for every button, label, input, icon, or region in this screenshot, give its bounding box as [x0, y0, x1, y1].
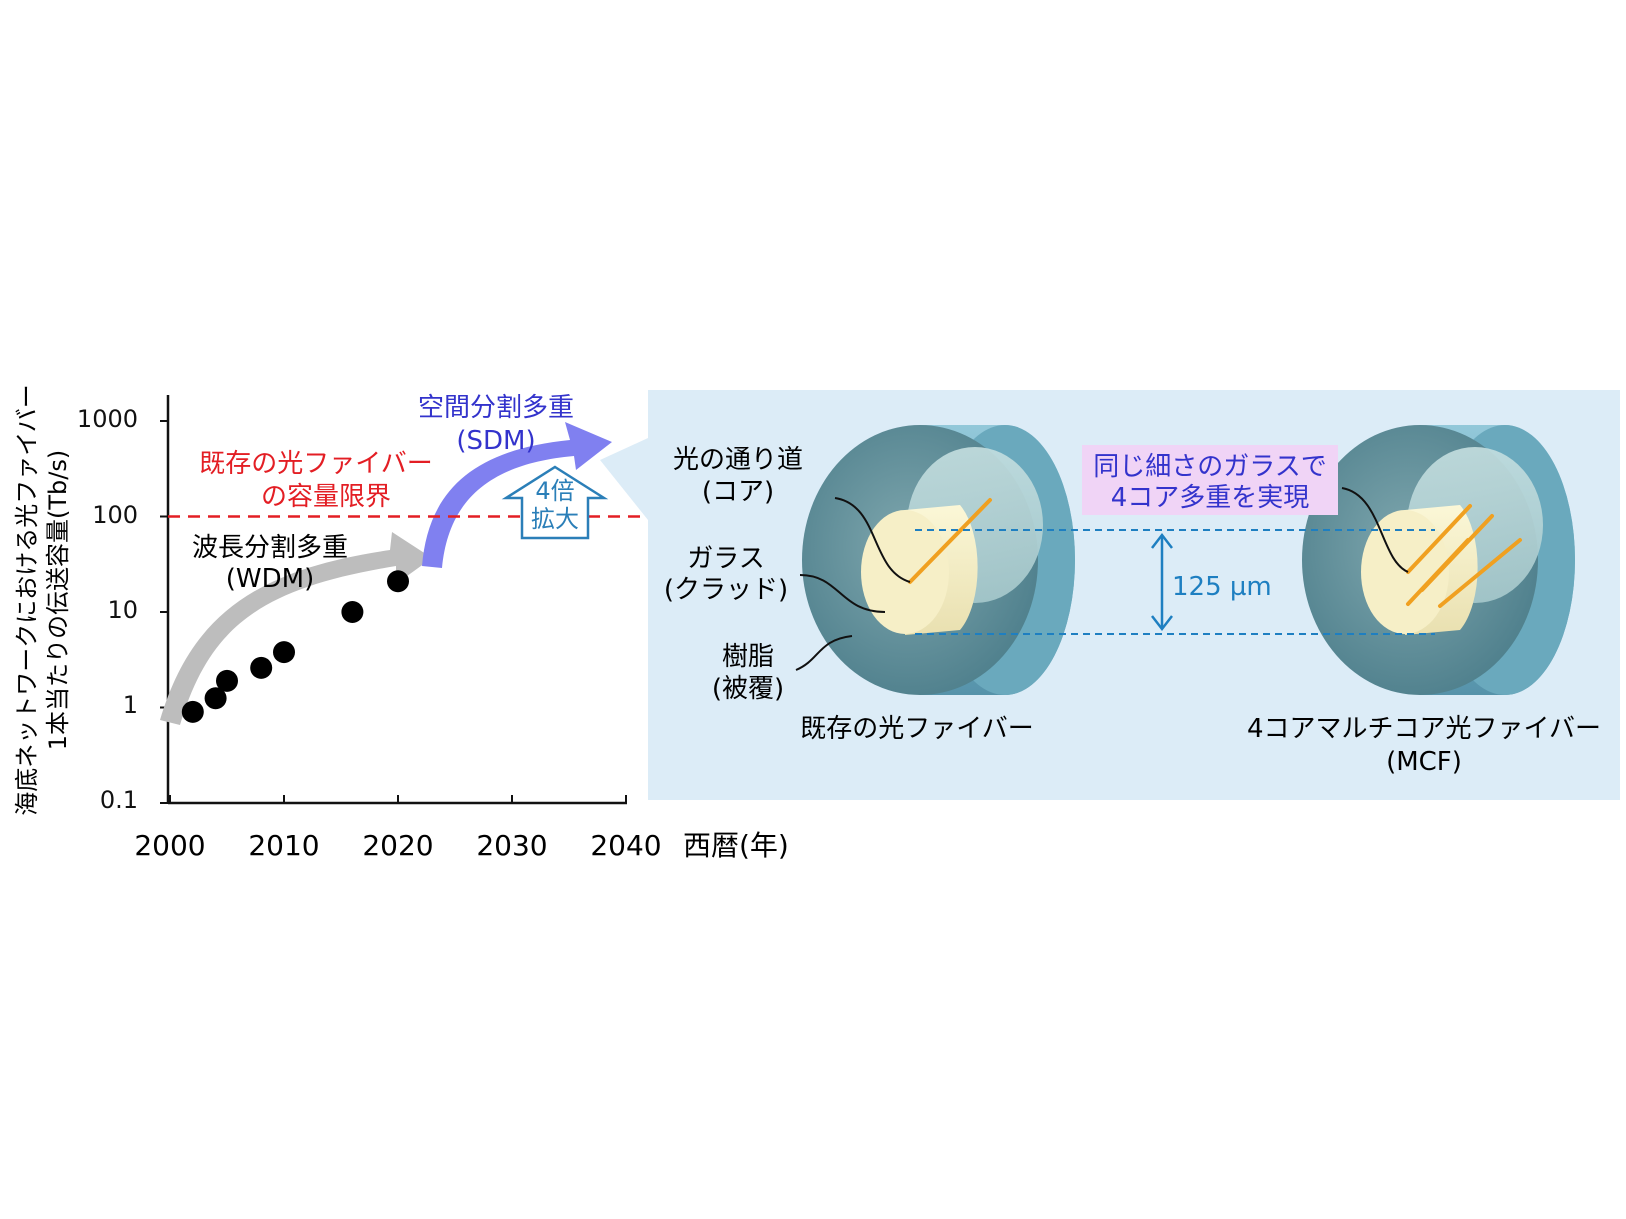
x-tick-marks: [169, 795, 627, 803]
mcf-caption-line2: (MCF): [1386, 747, 1462, 777]
wdm-trend-arrow: [160, 532, 432, 725]
data-point: [181, 700, 204, 723]
x-tick-label: 2030: [476, 829, 547, 862]
data-points: [181, 570, 409, 723]
y-tick-label: 1000: [77, 405, 138, 433]
highlight-line1: 同じ細さのガラスで: [1093, 452, 1326, 482]
boost-label-line2: 拡大: [531, 505, 579, 533]
y-tick-label: 1: [123, 691, 138, 719]
dimension-arrow: [1151, 532, 1173, 632]
data-point: [273, 641, 295, 664]
x-axis-title: 西暦(年): [683, 829, 789, 862]
existing-fiber-illustration: [802, 425, 1075, 695]
sdm-label-line2: (SDM): [456, 426, 535, 456]
data-point: [341, 601, 364, 623]
x-tick-label: 2040: [590, 829, 661, 862]
highlight-line2: 4コア多重を実現: [1111, 483, 1310, 513]
resin-label-line1: 樹脂: [722, 642, 774, 672]
boost-label-line1: 4倍: [535, 477, 574, 505]
y-axis-title-line1: 海底ネットワークにおける光ファイバー: [13, 384, 41, 816]
boost-arrow: [501, 465, 609, 540]
x-tick-label: 2020: [362, 829, 433, 862]
wdm-label-line2: (WDM): [226, 564, 314, 594]
data-point: [387, 570, 409, 593]
wdm-label-line1: 波長分割多重: [192, 533, 348, 563]
sdm-trend-arrow: [422, 422, 612, 568]
zoom-callout: [600, 438, 648, 520]
limit-label-line1: 既存の光ファイバー: [199, 449, 432, 479]
fiber-diagram: 125 µm 同じ細さのガラスで 4コア多重を実現 光の通り道 (コア) ガラス…: [600, 390, 1620, 800]
cladding-label-line2: (クラッド): [664, 575, 788, 605]
y-tick-marks: [160, 420, 168, 804]
y-tick-label: 10: [107, 596, 138, 624]
core-label-line2: (コア): [702, 477, 774, 507]
core-label-line1: 光の通り道: [673, 445, 803, 475]
y-axis-title-line2: 1本当たりの伝送容量(Tb/s): [44, 450, 72, 750]
existing-fiber-caption: 既存の光ファイバー: [800, 714, 1033, 744]
y-tick-label: 100: [92, 501, 138, 529]
mcf-leader-line: [1341, 487, 1409, 573]
cladding-label-line1: ガラス: [687, 544, 764, 574]
capacity-chart: 1000 100 10 1 0.1 2000 2010 2020 2030 20…: [13, 384, 789, 862]
limit-label-line2: の容量限界: [261, 482, 391, 512]
dimension-label: 125 µm: [1172, 572, 1272, 602]
core-leader-line: [834, 497, 911, 583]
cladding-leader-line: [799, 574, 886, 613]
x-tick-label: 2000: [134, 829, 205, 862]
data-point: [216, 669, 238, 692]
sdm-label-line1: 空間分割多重: [418, 393, 574, 423]
data-point: [204, 687, 227, 710]
data-point: [250, 656, 273, 679]
mcf-fiber-illustration: [1302, 425, 1575, 695]
highlight-box: [1082, 445, 1338, 515]
resin-label-line2: (被覆): [712, 674, 784, 704]
resin-leader-line: [795, 635, 853, 671]
x-tick-label: 2010: [248, 829, 319, 862]
mcf-caption-line1: 4コアマルチコア光ファイバー: [1247, 714, 1601, 744]
y-tick-label: 0.1: [100, 786, 138, 814]
